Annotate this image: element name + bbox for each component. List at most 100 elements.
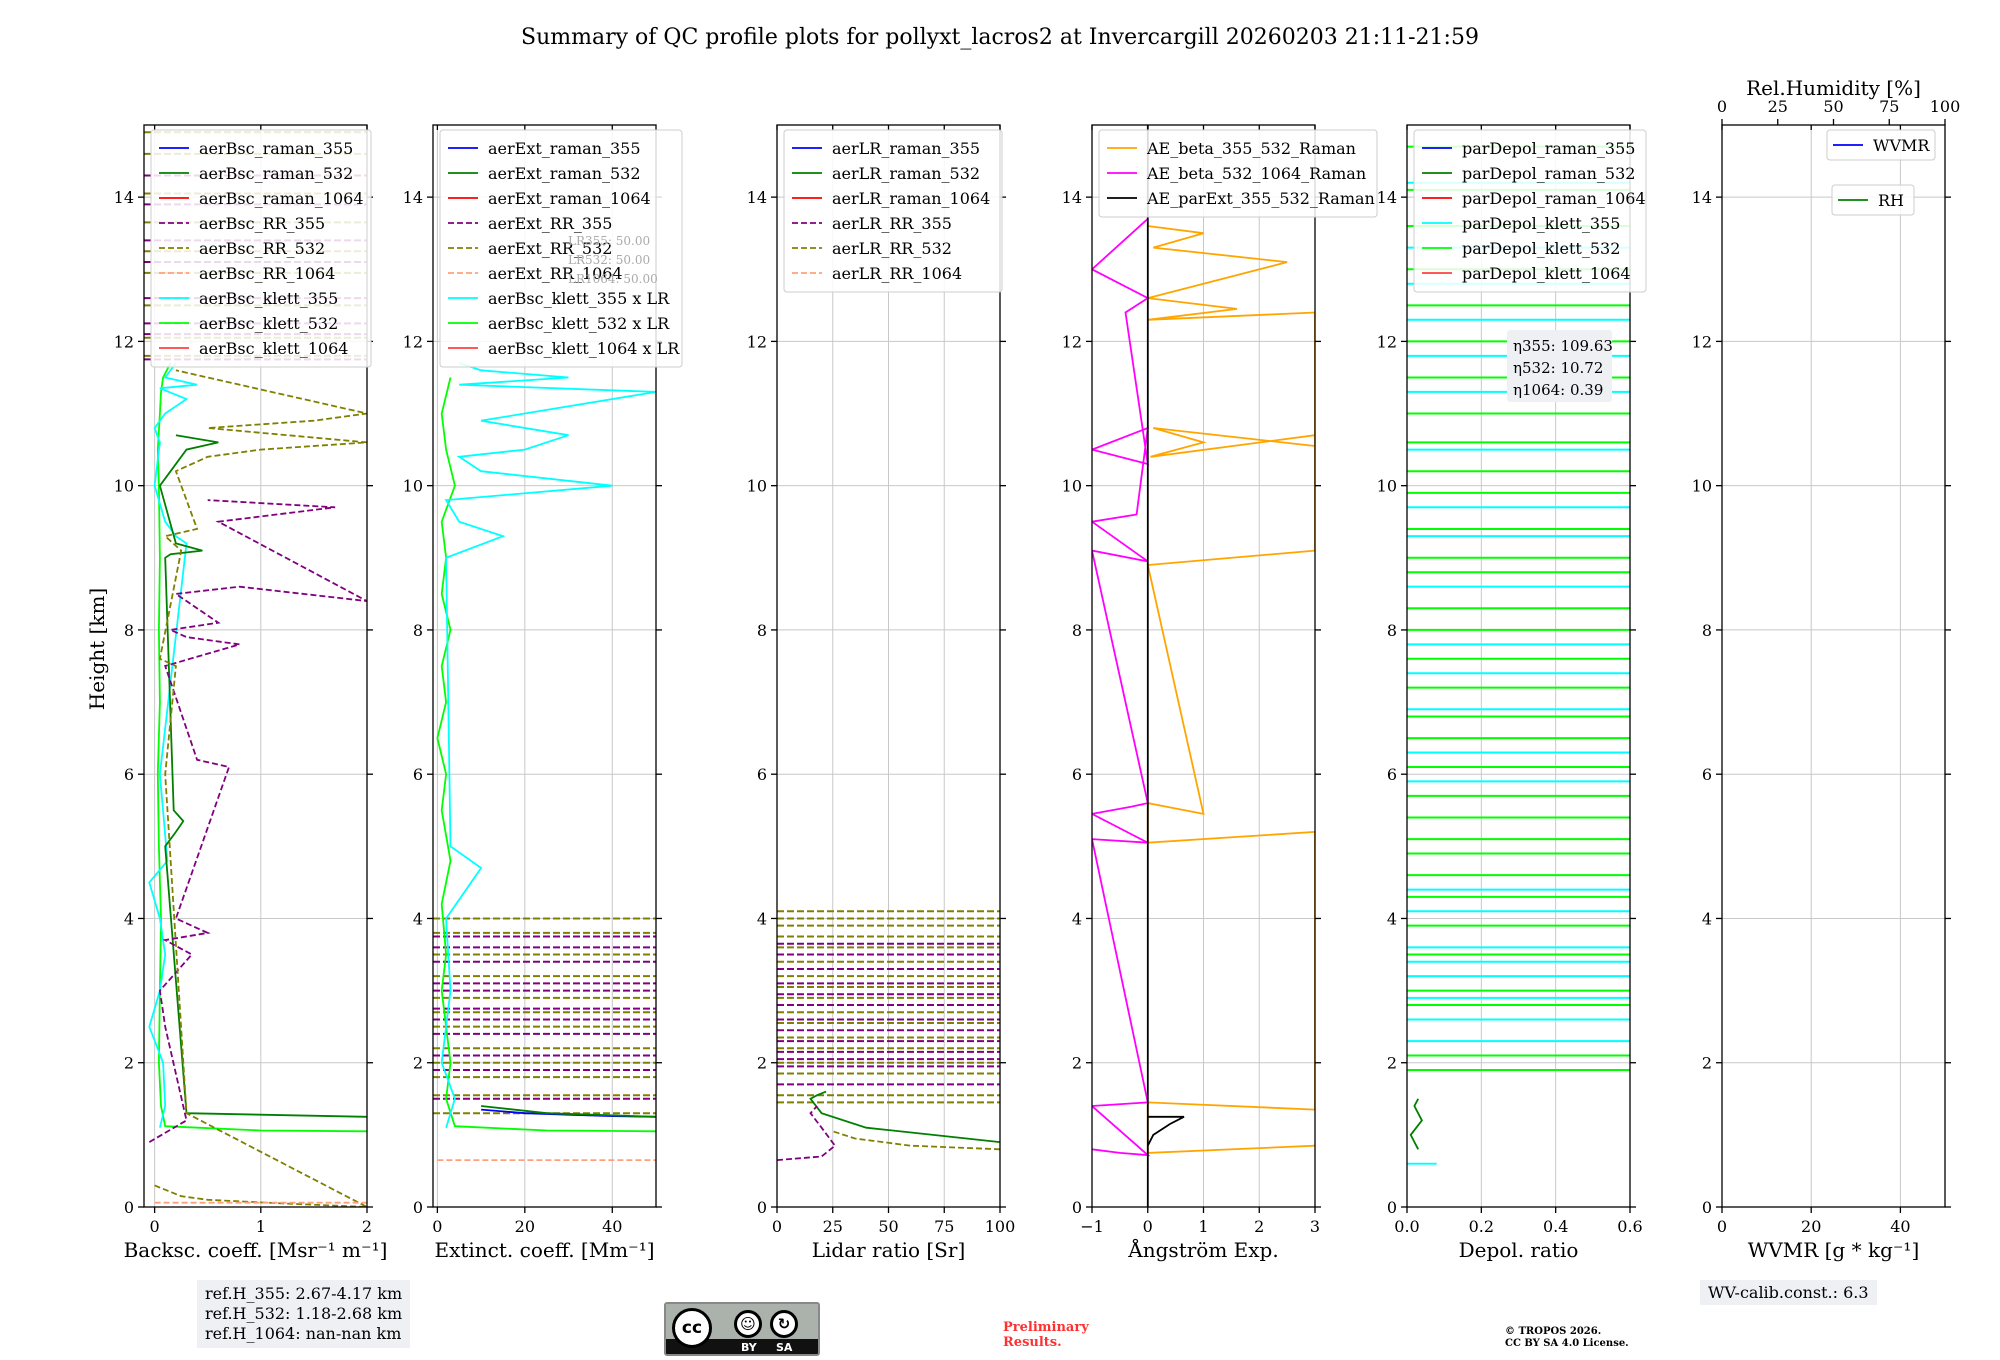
y-tick-label: 4 <box>124 909 134 928</box>
y-tick-label: 6 <box>124 765 134 784</box>
panel-ext: 0 20 40 0 2 4 6 8 10 12 14 Extinct. coeff. [Mm⁻¹] ae… <box>403 124 683 1262</box>
legend-box <box>1826 129 1936 161</box>
eta-box <box>1507 330 1612 402</box>
series-AE_beta_355_532_Raman <box>1146 225 1315 1154</box>
x-tick-label: 20 <box>1801 1217 1821 1236</box>
legend-entry: AE_beta_355_532_Raman <box>1146 139 1356 158</box>
x-tick-label: 0.2 <box>1469 1217 1494 1236</box>
eta-annotation: η532: 10.72 <box>1513 359 1603 377</box>
legend-entry: parDepol_raman_355 <box>1462 139 1635 158</box>
legend-entry: aerLR_RR_1064 <box>832 264 962 283</box>
legend-entry: aerBsc_RR_532 <box>199 239 325 258</box>
panel-lr: 0 25 50 75 100 0 2 4 6 8 10 12 14 Lidar ratio [Sr] aer… <box>747 124 1015 1262</box>
y-tick-label: 0 <box>1387 1198 1397 1217</box>
y-tick-label: 14 <box>114 188 134 207</box>
series-AE_parExt_355_532_Raman <box>1146 1115 1185 1147</box>
lidar-ratio-annotation: LR355: 50.00 <box>568 234 650 248</box>
y-tick-label: 10 <box>747 477 767 496</box>
series-aerLR_raman_532 <box>809 1090 1000 1143</box>
y-tick-label: 8 <box>413 621 423 640</box>
y-tick-label: 14 <box>403 188 423 207</box>
y-tick-label: 10 <box>1692 477 1712 496</box>
y-tick-label: 0 <box>1072 1198 1082 1217</box>
top-axis-label: Rel.Humidity [%] <box>1746 76 1921 100</box>
legend-entry: aerExt_raman_1064 <box>488 189 651 208</box>
plot-area-depol <box>1407 145 1630 1165</box>
y-tick-label: 2 <box>124 1054 134 1073</box>
y-tick-label: 10 <box>1377 477 1397 496</box>
legend-entry: aerBsc_klett_355 <box>199 289 338 308</box>
y-tick-label: 2 <box>1387 1054 1397 1073</box>
legend-entry: aerLR_raman_355 <box>832 139 980 158</box>
x-axis-label: Extinct. coeff. [Mm⁻¹] <box>434 1238 654 1262</box>
plot-area-ext <box>433 362 656 1161</box>
y-tick-label: 14 <box>1692 188 1712 207</box>
x-tick-label: −1 <box>1080 1217 1104 1236</box>
legend-box <box>150 129 372 368</box>
y-tick-label: 4 <box>413 909 423 928</box>
legend-entry: AE_beta_532_1064_Raman <box>1146 164 1366 183</box>
y-tick-label: 2 <box>413 1054 423 1073</box>
x-tick-label: 0 <box>772 1217 782 1236</box>
plot-area-lr <box>777 910 1000 1161</box>
x-tick-label: 3 <box>1310 1217 1320 1236</box>
legend-entry: parDepol_klett_532 <box>1462 239 1620 258</box>
preliminary-note: Preliminary Results. <box>1003 1320 1089 1350</box>
x-tick-label: 2 <box>362 1217 372 1236</box>
legend-entry: aerBsc_klett_532 x LR <box>488 314 670 333</box>
y-tick-label: 0 <box>124 1198 134 1217</box>
legend-entry: aerBsc_klett_1064 x LR <box>488 339 680 358</box>
legend-entry: aerExt_raman_355 <box>488 139 641 158</box>
lidar-ratio-annotation: LR1064: 50.00 <box>568 272 658 286</box>
eta-annotation: η1064: 0.39 <box>1513 381 1603 399</box>
legend-entry: aerExt_raman_532 <box>488 164 641 183</box>
series-aerLR_RR_355 <box>777 1105 837 1161</box>
x-axis-label: Backsc. coeff. [Msr⁻¹ m⁻¹] <box>124 1238 388 1262</box>
legend-entry: aerBsc_klett_355 x LR <box>488 289 670 308</box>
eta-annotation: η355: 109.63 <box>1513 337 1613 355</box>
x-axis-label: Depol. ratio <box>1459 1238 1579 1262</box>
y-tick-label: 14 <box>1377 188 1397 207</box>
attribution-icon: ☺ <box>734 1310 762 1338</box>
lidar-ratio-annotation: LR532: 50.00 <box>568 253 650 267</box>
y-tick-label: 12 <box>1377 332 1397 351</box>
legend-entry: aerBsc_klett_532 <box>199 314 338 333</box>
y-tick-label: 0 <box>413 1198 423 1217</box>
legend-entry: aerLR_RR_532 <box>832 239 952 258</box>
y-tick-label: 0 <box>757 1198 767 1217</box>
top-tick-label: 0 <box>1717 97 1727 116</box>
y-tick-label: 14 <box>1062 188 1082 207</box>
x-tick-label: 20 <box>515 1217 535 1236</box>
legend-box <box>439 129 683 368</box>
axes-frame <box>143 124 368 1208</box>
legend-entry: aerBsc_klett_1064 <box>199 339 348 358</box>
sa-label: SA <box>776 1341 793 1354</box>
x-tick-label: 0 <box>432 1217 442 1236</box>
series-aerLR_RR_532 <box>832 1130 1000 1151</box>
reference-height-box: ref.H_355: 2.67-4.17 km ref.H_532: 1.18-… <box>197 1280 411 1348</box>
x-axis-label: Lidar ratio [Sr] <box>812 1238 966 1262</box>
y-tick-label: 6 <box>1387 765 1397 784</box>
ref-height-532: ref.H_532: 1.18-2.68 km <box>205 1304 403 1323</box>
x-tick-label: 1 <box>1198 1217 1208 1236</box>
legend-entry: aerBsc_raman_355 <box>199 139 353 158</box>
y-tick-label: 10 <box>403 477 423 496</box>
legend-entry: aerLR_raman_1064 <box>832 189 990 208</box>
legend-entry: aerLR_RR_355 <box>832 214 952 233</box>
y-tick-label: 12 <box>403 332 423 351</box>
y-tick-label: 12 <box>1692 332 1712 351</box>
y-tick-label: 14 <box>747 188 767 207</box>
series-AE_beta_532_1064_Raman <box>1092 218 1151 1157</box>
y-tick-label: 12 <box>747 332 767 351</box>
y-tick-label: 0 <box>1702 1198 1712 1217</box>
top-tick-label: 25 <box>1768 97 1788 116</box>
x-tick-label: 1 <box>256 1217 266 1236</box>
legend-entry: aerBsc_raman_532 <box>199 164 353 183</box>
legend-entry: aerExt_RR_1064 <box>488 264 623 283</box>
series-aerBsc_klett_355 <box>148 362 198 1128</box>
x-axis-label: WVMR [g * kg⁻¹] <box>1748 1238 1920 1262</box>
top-tick-label: 75 <box>1879 97 1899 116</box>
series-aerBsc_RR_355 <box>148 499 367 1143</box>
